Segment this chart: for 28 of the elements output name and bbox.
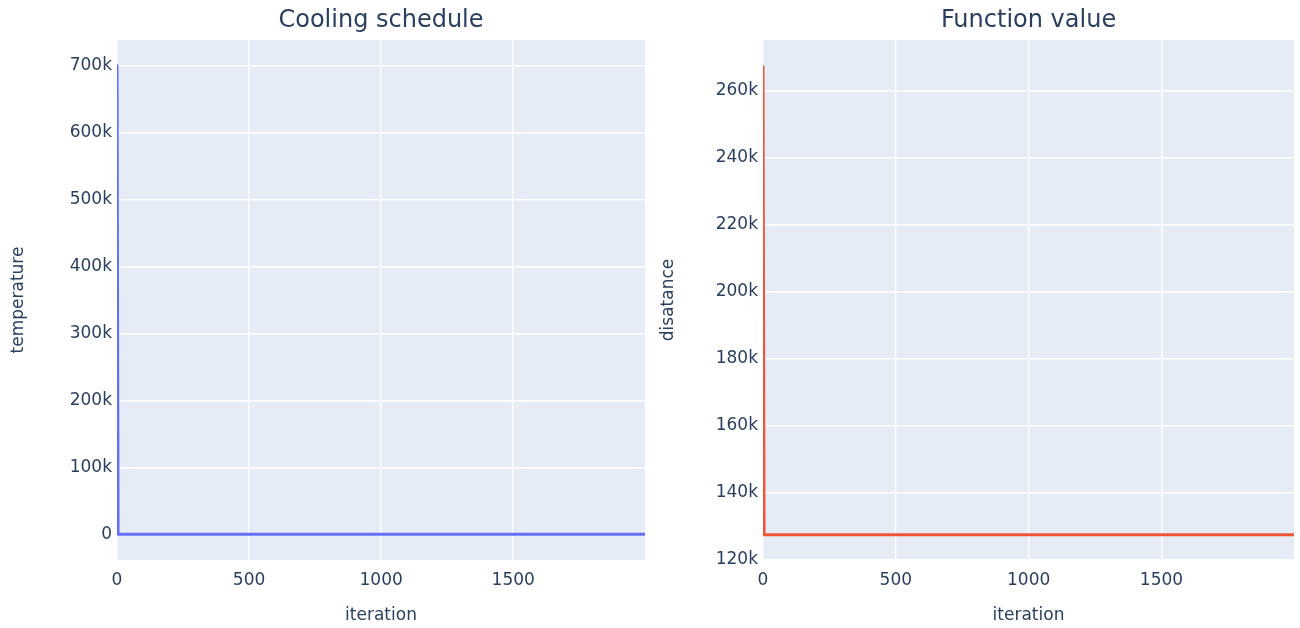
x-axis-title: iteration [345, 604, 417, 625]
y-tick-label: 100k [69, 455, 113, 476]
y-tick-label: 600k [69, 121, 113, 142]
x-tick-label: 1500 [491, 568, 535, 589]
x-tick-label: 500 [879, 568, 913, 589]
y-tick-label: 180k [715, 347, 759, 368]
y-tick-label: 200k [69, 388, 113, 409]
y-tick-label: 140k [715, 481, 759, 502]
x-tick-label: 1000 [359, 568, 403, 589]
y-tick-label: 0 [101, 522, 112, 543]
x-tick-label: 1000 [1007, 568, 1051, 589]
x-tick-label: 1500 [1139, 568, 1184, 589]
x-tick-label: 500 [232, 568, 266, 589]
chart-title: Function value [940, 4, 1117, 33]
y-tick-label: 400k [69, 254, 113, 275]
y-tick-label: 200k [715, 280, 759, 301]
y-tick-label: 220k [715, 212, 759, 233]
y-tick-label: 240k [715, 145, 759, 166]
y-tick-label: 120k [715, 548, 759, 569]
y-tick-label: 700k [69, 54, 113, 75]
x-axis-title: iteration [992, 604, 1065, 625]
y-tick-label: 300k [69, 321, 113, 342]
y-tick-label: 160k [715, 414, 759, 435]
y-axis-title: disatance [656, 258, 677, 342]
chart-title: Cooling schedule [278, 4, 484, 33]
y-tick-label: 260k [715, 78, 759, 99]
y-tick-label: 500k [69, 188, 113, 209]
y-axis-title: temperature [6, 246, 27, 354]
